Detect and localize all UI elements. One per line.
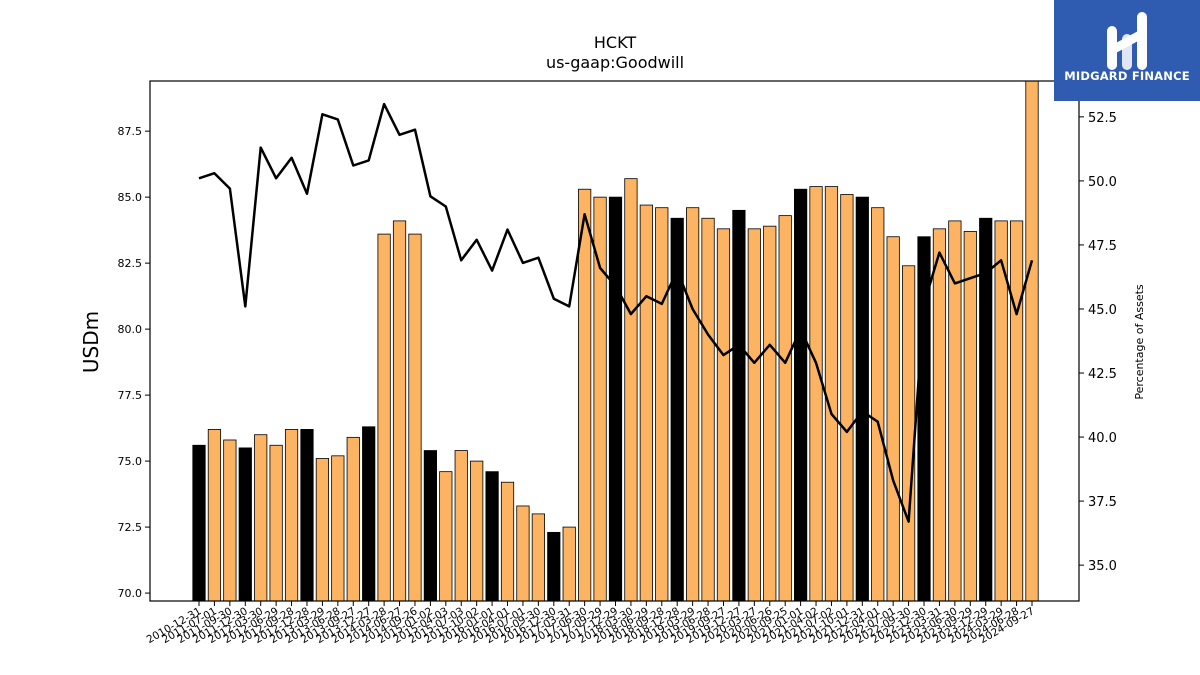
right-axis: 35.0 37.5 40.0 42.5 45.0 47.5 50.0 52.5	[1079, 111, 1117, 574]
y-tick-label: 77.5	[118, 389, 143, 402]
y2-tick-label: 47.5	[1088, 239, 1117, 254]
bar-2022-09-30	[901, 265, 916, 602]
brand-logo: MIDGARD FINANCE	[1054, 0, 1200, 101]
bar-2020-06-26	[763, 225, 777, 602]
bar-2013-09-27	[346, 436, 360, 602]
bar-2013-12-27	[362, 426, 376, 602]
bar-2014-03-28	[377, 233, 391, 602]
y2-tick-label: 52.5	[1088, 111, 1117, 126]
bar-2011-12-30	[238, 447, 252, 602]
percentage-line	[198, 102, 1034, 523]
y2-tick-label: 50.0	[1088, 175, 1117, 190]
bar-2016-04-01	[500, 481, 515, 602]
y-tick-label: 82.5	[118, 257, 143, 270]
logo-text: MIDGARD FINANCE	[1064, 69, 1190, 83]
bar-2016-09-30	[531, 513, 545, 602]
midgard-logo-icon	[1107, 12, 1147, 70]
bar-2017-03-31	[562, 526, 576, 602]
bar-2023-09-29	[963, 231, 977, 602]
bar-2022-07-01	[886, 236, 900, 602]
x-axis: 2010-12-312011-07-012011-09-302011-12-30…	[145, 601, 1037, 646]
bar-2015-04-03	[439, 471, 453, 602]
bar-2019-12-27	[732, 209, 746, 602]
y-tick-label: 80.0	[118, 323, 143, 336]
bar-2020-09-25	[778, 215, 792, 602]
bar-2015-01-02	[423, 450, 437, 602]
bar-2021-07-02	[824, 186, 839, 602]
bar-2017-06-30	[578, 188, 592, 602]
bar-2021-12-31	[855, 196, 869, 602]
bar-2018-09-28	[655, 207, 669, 602]
bar-2017-09-29	[593, 196, 607, 602]
bar-2017-12-29	[608, 196, 623, 602]
y2-tick-label: 35.0	[1088, 559, 1117, 574]
bar-2020-03-27	[747, 228, 761, 602]
bar-2018-06-29	[639, 204, 653, 602]
y2-tick-label: 37.5	[1088, 495, 1117, 510]
bar-2015-07-03	[454, 450, 468, 602]
bar-2019-09-27	[716, 228, 731, 602]
bar-2021-04-02	[809, 186, 823, 602]
y2-axis-label: Percentage of Assets	[1133, 284, 1146, 400]
bar-2022-04-01	[871, 207, 885, 602]
bar-2015-10-02	[470, 460, 484, 602]
bar-2012-12-28	[300, 429, 314, 602]
bar-2024-06-28	[1009, 220, 1024, 602]
bar-2011-09-30	[223, 439, 237, 602]
y-tick-label: 75.0	[118, 455, 143, 468]
bar-2018-03-30	[624, 178, 638, 602]
bar-2016-07-01	[516, 505, 530, 602]
bar-2012-06-29	[269, 444, 283, 602]
bar-2018-12-28	[670, 217, 684, 602]
y2-tick-label: 42.5	[1088, 367, 1117, 382]
y-tick-label: 85.0	[118, 191, 143, 204]
y-tick-label: 70.0	[118, 587, 143, 600]
bar-2010-12-31	[192, 444, 206, 602]
chart-subtitle: us-gaap:Goodwill	[545, 53, 685, 72]
y-tick-label: 87.5	[118, 125, 143, 138]
left-axis: 70.0 72.5 75.0 77.5 80.0 82.5 85.0 87.5	[118, 125, 150, 600]
bar-2019-06-28	[701, 217, 715, 602]
bar-series	[192, 80, 1039, 602]
bar-2024-09-27	[1025, 80, 1039, 602]
bar-2019-03-29	[686, 207, 700, 602]
bar-2012-03-30	[254, 434, 268, 602]
bar-2013-03-29	[315, 458, 330, 602]
chart-title: HCKT	[593, 33, 637, 52]
y-axis-label: USDm	[79, 311, 103, 373]
y2-tick-label: 40.0	[1088, 431, 1117, 446]
bar-2021-10-01	[840, 194, 854, 602]
plot-frame	[149, 80, 1080, 602]
bar-2011-07-01	[207, 429, 222, 602]
bar-2016-01-01	[485, 471, 499, 602]
y2-tick-label: 45.0	[1088, 303, 1117, 318]
bar-2012-09-28	[284, 429, 299, 602]
bar-2021-01-01	[794, 188, 808, 602]
bar-2013-06-28	[331, 455, 345, 602]
bar-2014-09-26	[408, 233, 422, 602]
bar-2023-06-30	[948, 220, 962, 602]
bar-2014-06-27	[392, 220, 407, 602]
bar-2023-03-31	[932, 228, 947, 602]
y-tick-label: 72.5	[118, 521, 143, 534]
bar-2016-12-30	[547, 531, 561, 602]
